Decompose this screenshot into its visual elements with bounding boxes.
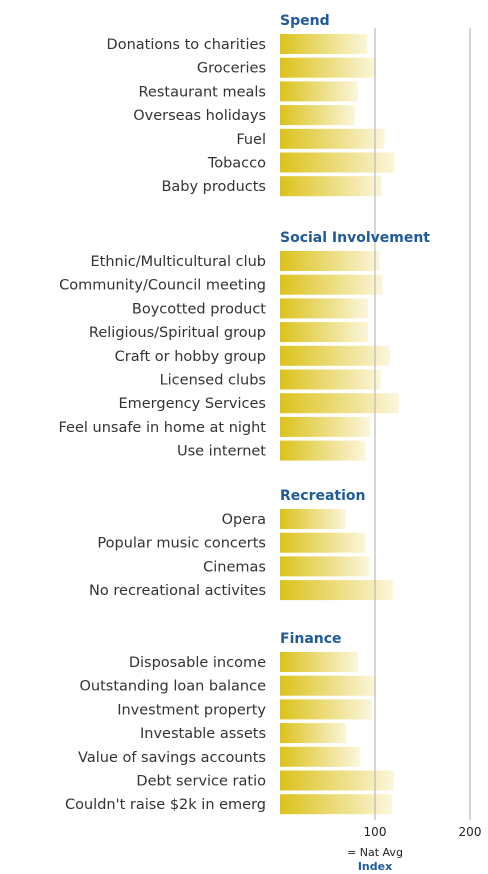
bar-social-involvement-6 [280, 369, 381, 390]
category-label: Popular music concerts [97, 536, 266, 552]
bar-finance-6 [280, 770, 394, 791]
category-label: Emergency Services [118, 396, 266, 412]
bar-recreation-2 [280, 532, 366, 553]
bar-recreation-3 [280, 556, 370, 577]
category-label: Licensed clubs [160, 373, 266, 389]
category-label: Groceries [197, 61, 266, 77]
category-label: Cinemas [203, 559, 266, 575]
x-tick-label: 100 [364, 825, 387, 839]
bar-social-involvement-8 [280, 416, 371, 437]
category-label: Feel unsafe in home at night [58, 420, 266, 436]
category-label: Baby products [161, 179, 266, 195]
bars-layer [280, 34, 399, 815]
bar-spend-3 [280, 81, 358, 102]
category-label: Outstanding loan balance [79, 679, 266, 695]
category-label: Tobacco [207, 156, 266, 172]
bar-social-involvement-1 [280, 251, 380, 271]
section-title-social-involvement: Social Involvement [280, 230, 430, 246]
category-label: Investment property [117, 702, 266, 718]
bar-social-involvement-2 [280, 274, 383, 295]
category-label: Opera [222, 512, 266, 528]
bar-finance-1 [280, 652, 358, 672]
bar-finance-4 [280, 723, 347, 744]
bar-social-involvement-3 [280, 298, 369, 319]
category-label: Restaurant meals [138, 84, 266, 100]
section-title-finance: Finance [280, 631, 342, 647]
bar-recreation-4 [280, 580, 394, 601]
section-title-recreation: Recreation [280, 488, 366, 504]
category-label: Community/Council meeting [59, 278, 266, 294]
bar-finance-3 [280, 699, 373, 720]
category-label: Ethnic/Multicultural club [90, 254, 266, 270]
bar-finance-2 [280, 675, 376, 696]
category-labels: Spend Donations to charities Groceries Rest… [58, 13, 430, 813]
bar-social-involvement-9 [280, 440, 366, 461]
bar-spend-7 [280, 176, 382, 197]
section-title-spend: Spend [280, 13, 330, 29]
bar-recreation-1 [280, 509, 346, 529]
bar-spend-2 [280, 57, 376, 78]
bar-spend-5 [280, 128, 385, 149]
bar-spend-4 [280, 105, 356, 126]
category-label: Couldn't raise $2k in emerg [65, 797, 266, 813]
bar-spend-1 [280, 34, 368, 54]
category-label: No recreational activites [89, 583, 266, 599]
gridlines [374, 28, 471, 820]
category-label: Use internet [177, 444, 266, 460]
category-label: Investable assets [140, 726, 266, 742]
bar-social-involvement-5 [280, 345, 391, 366]
category-label: Craft or hobby group [115, 349, 266, 365]
category-label: Overseas holidays [133, 108, 266, 124]
bar-finance-5 [280, 746, 360, 767]
category-label: Religious/Spiritual group [89, 325, 266, 341]
reference-note: = Nat Avg [347, 846, 403, 859]
bar-finance-7 [280, 794, 393, 815]
x-axis-label: Index [358, 860, 392, 873]
category-label: Donations to charities [107, 37, 266, 53]
bar-social-involvement-7 [280, 393, 399, 414]
category-label: Debt service ratio [136, 774, 266, 790]
bar-spend-6 [280, 152, 395, 173]
x-tick-label: 200 [459, 825, 482, 839]
category-label: Fuel [236, 132, 266, 148]
category-label: Value of savings accounts [78, 750, 266, 766]
bar-social-involvement-4 [280, 322, 369, 343]
category-label: Boycotted product [132, 301, 266, 317]
category-label: Disposable income [129, 655, 266, 671]
